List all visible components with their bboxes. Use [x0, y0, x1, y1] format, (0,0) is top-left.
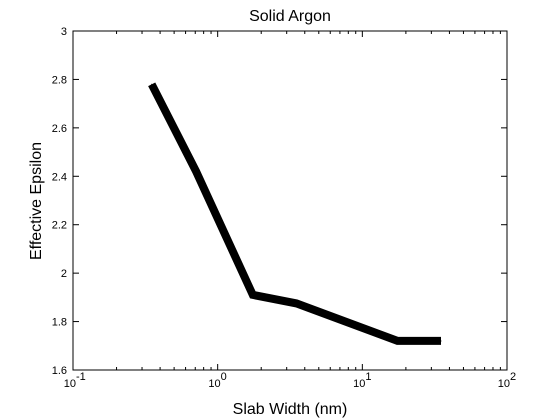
x-tick-label-exponent: 1: [365, 371, 371, 383]
y-tick-label: 2: [61, 268, 67, 280]
data-point: [151, 83, 153, 85]
x-tick-label: 10-1: [64, 371, 86, 390]
x-tick-label: 100: [208, 371, 226, 390]
plot-area: [72, 30, 508, 371]
data-point: [295, 302, 297, 304]
y-tick-label: 2.8: [52, 74, 67, 86]
y-tick-labels: 1.6 1.8 2 2.2 2.4 2.6 2.8 3: [52, 26, 67, 377]
x-tick-label: 102: [498, 371, 516, 390]
chart-title: Solid Argon: [249, 8, 331, 25]
data-point: [396, 340, 398, 342]
y-tick-label: 1.8: [52, 317, 67, 329]
data-point: [440, 340, 442, 342]
y-tick-label: 2.4: [52, 171, 67, 183]
y-tick-label: 1.6: [52, 365, 67, 377]
x-tick-label: 101: [353, 371, 371, 390]
y-axis-label: Effective Epsilon: [28, 142, 45, 260]
x-tick-label-exponent: 2: [510, 371, 516, 383]
x-tick-label-exponent: -1: [76, 371, 86, 383]
data-point: [252, 294, 254, 296]
y-tick-label: 2.2: [52, 220, 67, 232]
data-point: [195, 170, 197, 172]
series-layer: [148, 82, 442, 345]
x-tick-label-base: 10: [353, 378, 365, 390]
x-tick-label-base: 10: [208, 378, 220, 390]
x-axis-label: Slab Width (nm): [233, 401, 348, 418]
axis-ticks: [72, 30, 508, 371]
x-tick-label-base: 10: [498, 378, 510, 390]
x-tick-label-exponent: 0: [221, 371, 227, 383]
x-tick-label-base: 10: [64, 378, 76, 390]
y-tick-label: 3: [61, 26, 67, 38]
y-tick-label: 2.6: [52, 123, 67, 135]
series-line: [148, 82, 441, 345]
